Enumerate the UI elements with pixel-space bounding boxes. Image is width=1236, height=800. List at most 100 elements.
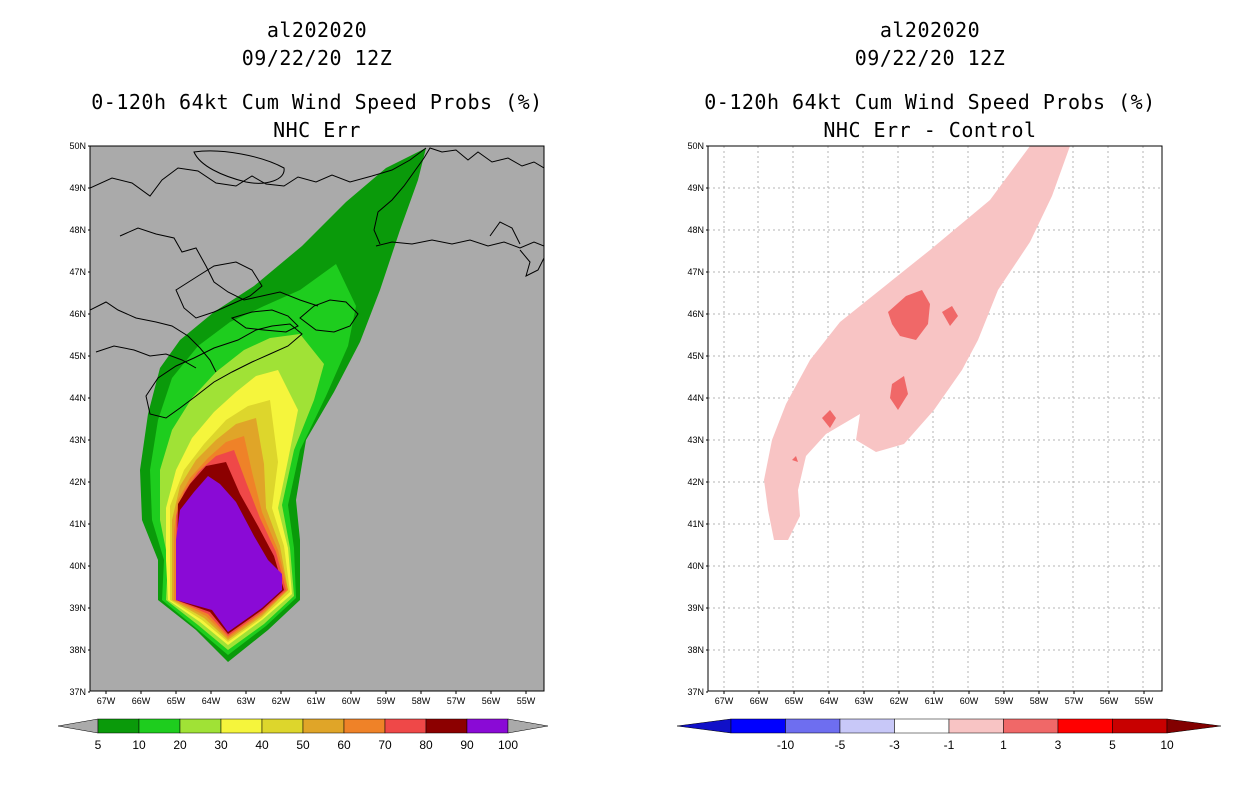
right-storm-id: al202020 xyxy=(879,18,981,42)
lon-tick-label: 59W xyxy=(995,696,1014,706)
lat-tick-label: 41N xyxy=(687,519,704,529)
right-map-background xyxy=(708,146,1162,691)
lon-tick-label: 65W xyxy=(167,696,186,706)
lat-tick-label: 50N xyxy=(69,141,86,151)
lon-tick-label: 66W xyxy=(132,696,151,706)
lon-tick-label: 60W xyxy=(960,696,979,706)
left-storm-id: al202020 xyxy=(266,18,368,42)
lat-tick-label: 49N xyxy=(687,183,704,193)
colorbar-swatch xyxy=(97,718,140,734)
diff-band-3-5-b xyxy=(942,306,958,326)
lat-tick-label: 43N xyxy=(69,435,86,445)
colorbar-swatch xyxy=(343,718,386,734)
colorbar-swatch xyxy=(730,718,786,734)
lat-tick-label: 45N xyxy=(687,351,704,361)
lat-tick-label: 42N xyxy=(69,477,86,487)
colorbar-label: 30 xyxy=(214,738,228,752)
lat-tick-label: 47N xyxy=(69,267,86,277)
lat-tick-label: 47N xyxy=(687,267,704,277)
lat-tick-label: 48N xyxy=(69,225,86,235)
lon-tick-label: 58W xyxy=(412,696,431,706)
diff-band-3-5-c xyxy=(890,376,908,410)
colorbar-swatch xyxy=(1057,718,1113,734)
colorbar-swatch xyxy=(302,718,345,734)
right-subtitle: NHC Err - Control xyxy=(823,118,1037,142)
colorbar-swatch xyxy=(261,718,304,734)
lon-tick-label: 65W xyxy=(785,696,804,706)
colorbar-label: 5 xyxy=(95,738,102,752)
lat-tick-label: 44N xyxy=(69,393,86,403)
colorbar-swatch xyxy=(1112,718,1168,734)
colorbar-label: 10 xyxy=(132,738,146,752)
right-colorbar: -10 -5 -3 -1 1 3 5 10 xyxy=(676,718,1222,752)
lon-tick-label: 59W xyxy=(377,696,396,706)
lon-tick-label: 57W xyxy=(447,696,466,706)
colorbar-arrow-high xyxy=(1166,718,1222,734)
lon-tick-label: 57W xyxy=(1065,696,1084,706)
lat-tick-label: 38N xyxy=(69,645,86,655)
lat-tick-label: 50N xyxy=(687,141,704,151)
colorbar-label: 70 xyxy=(378,738,392,752)
colorbar-swatch xyxy=(138,718,181,734)
lat-tick-label: 39N xyxy=(69,603,86,613)
colorbar-swatch xyxy=(785,718,841,734)
colorbar-label: 40 xyxy=(255,738,269,752)
left-datetime: 09/22/20 12Z xyxy=(241,46,393,70)
lat-tick-label: 40N xyxy=(69,561,86,571)
lat-tick-label: 46N xyxy=(69,309,86,319)
colorbar-label: 5 xyxy=(1109,738,1116,752)
colorbar-label: -10 xyxy=(777,738,795,752)
axis-ticks: 50N 49N 48N 47N 46N 45N 44N 43N 42N 41N 40N 39N 38N 3… xyxy=(69,141,1153,706)
lon-tick-label: 67W xyxy=(715,696,734,706)
colorbar-label: -3 xyxy=(889,738,900,752)
lat-tick-label: 49N xyxy=(69,183,86,193)
colorbar-arrow-low xyxy=(57,718,99,734)
lon-tick-label: 56W xyxy=(1100,696,1119,706)
right-datetime: 09/22/20 12Z xyxy=(854,46,1006,70)
colorbar-label: 20 xyxy=(173,738,187,752)
lon-tick-label: 55W xyxy=(1135,696,1154,706)
left-product-title: 0-120h 64kt Cum Wind Speed Probs (%) xyxy=(91,90,543,114)
colorbar-label: 90 xyxy=(460,738,474,752)
right-product-title: 0-120h 64kt Cum Wind Speed Probs (%) xyxy=(704,90,1156,114)
lon-tick-label: 63W xyxy=(855,696,874,706)
colorbar-label: 1 xyxy=(1000,738,1007,752)
left-colorbar: 5 10 20 30 40 50 60 70 80 90 100 xyxy=(57,718,549,752)
lat-tick-label: 44N xyxy=(687,393,704,403)
lat-tick-label: 46N xyxy=(687,309,704,319)
lon-tick-label: 62W xyxy=(272,696,291,706)
lat-tick-label: 38N xyxy=(687,645,704,655)
colorbar-swatch xyxy=(179,718,222,734)
lat-tick-label: 39N xyxy=(687,603,704,613)
lat-tick-label: 37N xyxy=(687,687,704,697)
colorbar-swatch xyxy=(384,718,427,734)
lat-tick-label: 43N xyxy=(687,435,704,445)
colorbar-label: 80 xyxy=(419,738,433,752)
colorbar-label: 3 xyxy=(1055,738,1062,752)
colorbar-swatch xyxy=(220,718,263,734)
lon-tick-label: 61W xyxy=(307,696,326,706)
diff-band-3-5-e xyxy=(792,456,798,462)
lat-tick-label: 40N xyxy=(687,561,704,571)
lon-tick-label: 62W xyxy=(890,696,909,706)
diff-band-3-5-d xyxy=(822,410,836,428)
lon-tick-label: 64W xyxy=(202,696,221,706)
colorbar-swatch xyxy=(894,718,950,734)
lon-tick-label: 67W xyxy=(97,696,116,706)
colorbar-swatch xyxy=(1003,718,1059,734)
colorbar-label: 100 xyxy=(498,738,518,752)
colorbar-swatch xyxy=(425,718,468,734)
lon-tick-label: 60W xyxy=(342,696,361,706)
colorbar-label: 60 xyxy=(337,738,351,752)
colorbar-label: 50 xyxy=(296,738,310,752)
colorbar-label: 10 xyxy=(1160,738,1174,752)
left-map xyxy=(89,145,545,692)
colorbar-arrow-high xyxy=(507,718,549,734)
lon-tick-label: 55W xyxy=(517,696,536,706)
diff-band-1-3 xyxy=(764,146,1070,540)
colorbar-swatch xyxy=(948,718,1004,734)
lon-tick-label: 66W xyxy=(750,696,769,706)
lon-tick-label: 56W xyxy=(482,696,501,706)
lon-tick-label: 61W xyxy=(925,696,944,706)
